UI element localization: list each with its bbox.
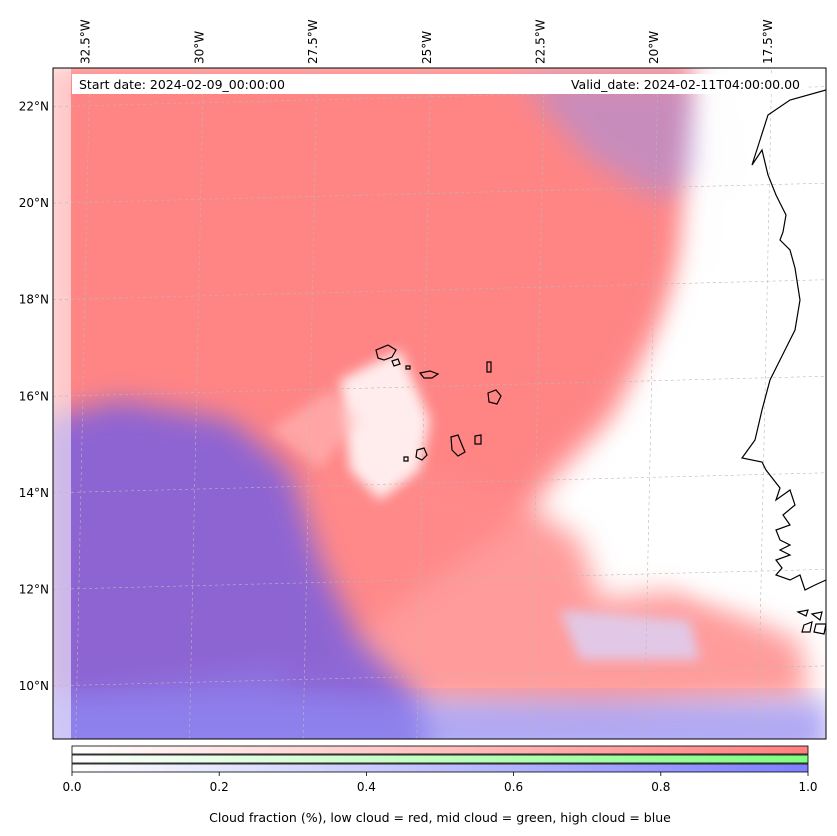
lat-tick-label: 10°N — [19, 679, 49, 693]
lon-tick-label: 32.5°W — [79, 19, 93, 64]
lat-gridline — [53, 665, 826, 687]
lon-gridline — [75, 68, 91, 739]
colorbar-tick-label: 0.2 — [210, 780, 229, 794]
high-cloud-south-edge — [53, 700, 826, 739]
clear-east — [600, 68, 826, 599]
lat-gridline — [53, 182, 826, 204]
high-cloud-southwest — [53, 400, 427, 739]
lat-gridline — [53, 375, 826, 397]
start-date-label: Start date: 2024-02-09_00:00:00 — [79, 77, 285, 92]
colorbar-high-cloud — [71, 763, 809, 773]
lon-tick-label: 17.5°W — [761, 19, 775, 64]
island-santo-antao — [375, 344, 397, 361]
island-santa-luzia — [405, 365, 411, 370]
lon-tick-label: 20°W — [647, 31, 661, 64]
lat-tick-label: 20°N — [19, 196, 49, 210]
island-fogo — [415, 447, 428, 461]
lon-gridline — [416, 68, 432, 739]
island-sao-nicolau — [418, 370, 440, 379]
lat-tick-label: 22°N — [19, 100, 49, 114]
lon-tick-label: 25°W — [420, 31, 434, 64]
clear-gap — [340, 350, 430, 500]
bijagos-islands — [796, 609, 826, 635]
colorbar-tick-label: 0.6 — [504, 780, 523, 794]
africa-coastline — [740, 89, 826, 591]
lat-gridline — [53, 279, 826, 301]
lon-gridline — [302, 68, 318, 739]
lat-gridline — [53, 569, 826, 590]
colorbar-low-cloud — [71, 745, 809, 755]
lat-tick-label: 14°N — [19, 486, 49, 500]
longitude-tick-labels: 32.5°W 30°W 27.5°W 25°W 22.5°W 20°W 17.5°W — [79, 19, 775, 64]
map-frame — [52, 67, 827, 740]
colorbar-mid-cloud — [71, 754, 809, 764]
lon-gridline — [189, 68, 204, 739]
lon-gridline — [643, 68, 659, 739]
map-panel: Start date: 2024-02-09_00:00:00 Valid_da… — [52, 67, 827, 740]
lat-gridline — [53, 472, 826, 494]
colorbar-tick-label: 0.4 — [357, 780, 376, 794]
island-sao-vicente — [391, 358, 401, 367]
lat-tick-label: 16°N — [19, 389, 49, 403]
colorbar-tick-label: 1.0 — [798, 780, 817, 794]
lon-gridline — [530, 68, 545, 739]
left-edge-strip — [53, 68, 71, 739]
island-boa-vista — [487, 389, 502, 405]
high-cloud-northeast — [520, 80, 720, 200]
colorbar-ticks: 0.0 0.2 0.4 0.6 0.8 1.0 — [62, 772, 818, 794]
lat-tick-label: 12°N — [19, 582, 49, 596]
colorbar-caption: Cloud fraction (%), low cloud = red, mid… — [209, 810, 671, 825]
colorbar-tick-label: 0.0 — [62, 780, 81, 794]
date-banner — [72, 74, 808, 94]
latitude-tick-labels: 22°N 20°N 18°N 16°N 14°N 12°N 10°N — [19, 100, 49, 693]
coastlines — [375, 89, 826, 635]
island-santiago — [450, 434, 466, 457]
colorbar-tick-label: 0.8 — [651, 780, 670, 794]
cloud-field — [53, 68, 826, 739]
lat-tick-label: 18°N — [19, 293, 49, 307]
lon-tick-label: 27.5°W — [306, 19, 320, 64]
island-maio — [474, 434, 482, 445]
valid-date-label: Valid_date: 2024-02-11T04:00:00.00 — [571, 77, 800, 92]
light-blue-patch — [560, 610, 700, 660]
lon-tick-label: 30°W — [192, 31, 206, 64]
island-brava — [403, 456, 409, 462]
light-cloud-streak — [270, 390, 360, 470]
colorbar: 0.0 0.2 0.4 0.6 0.8 1.0 Cloud fraction (%), l… — [62, 745, 818, 825]
lon-tick-label: 22.5°W — [533, 19, 547, 64]
island-sal — [486, 361, 492, 373]
